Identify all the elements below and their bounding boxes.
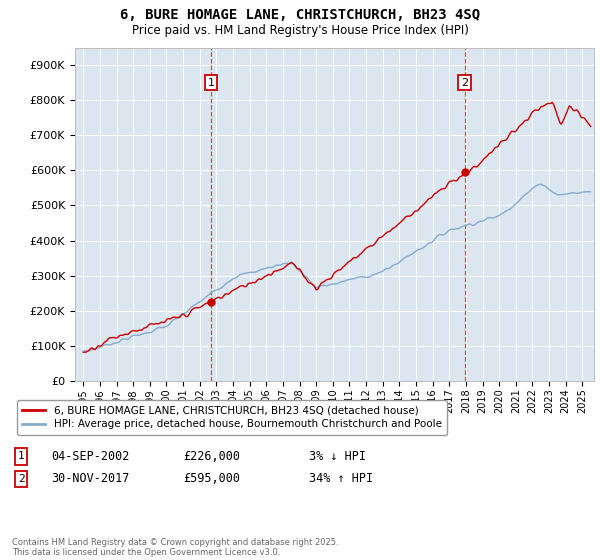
Legend: 6, BURE HOMAGE LANE, CHRISTCHURCH, BH23 4SQ (detached house), HPI: Average price: 6, BURE HOMAGE LANE, CHRISTCHURCH, BH23 …	[17, 400, 447, 435]
Text: 3% ↓ HPI: 3% ↓ HPI	[309, 450, 366, 463]
Text: 6, BURE HOMAGE LANE, CHRISTCHURCH, BH23 4SQ: 6, BURE HOMAGE LANE, CHRISTCHURCH, BH23 …	[120, 8, 480, 22]
Text: Contains HM Land Registry data © Crown copyright and database right 2025.
This d: Contains HM Land Registry data © Crown c…	[12, 538, 338, 557]
Text: £226,000: £226,000	[183, 450, 240, 463]
Text: £595,000: £595,000	[183, 472, 240, 486]
Text: 04-SEP-2002: 04-SEP-2002	[51, 450, 130, 463]
Text: 1: 1	[17, 451, 25, 461]
Text: 2: 2	[17, 474, 25, 484]
Text: 30-NOV-2017: 30-NOV-2017	[51, 472, 130, 486]
Text: Price paid vs. HM Land Registry's House Price Index (HPI): Price paid vs. HM Land Registry's House …	[131, 24, 469, 36]
Text: 34% ↑ HPI: 34% ↑ HPI	[309, 472, 373, 486]
Text: 1: 1	[208, 78, 214, 87]
Text: 2: 2	[461, 78, 468, 87]
